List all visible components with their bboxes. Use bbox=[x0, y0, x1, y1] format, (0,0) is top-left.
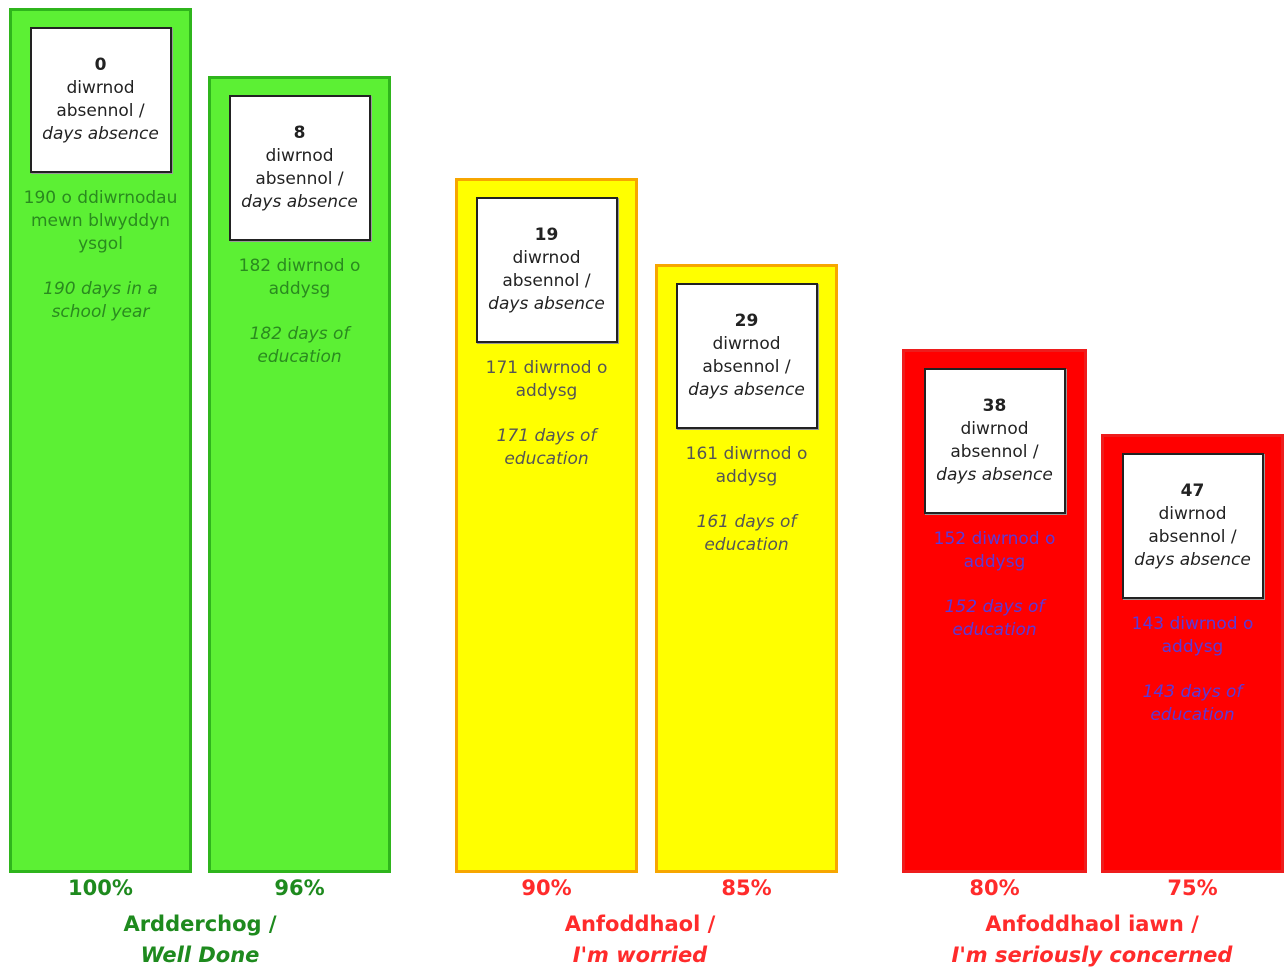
absence-days-value: 47 bbox=[1180, 481, 1205, 501]
category-label: Ardderchog / Well Done bbox=[20, 909, 380, 971]
absence-days-box: 8 diwrnod absennol / days absence bbox=[228, 95, 371, 241]
absence-days-line: 19 bbox=[478, 224, 616, 247]
category-label-en: I'm worried bbox=[572, 943, 708, 967]
category-label-cy: Ardderchog / bbox=[123, 912, 277, 936]
absence-label-en: days absence bbox=[241, 192, 358, 212]
absence-days-line: 8 bbox=[231, 122, 369, 145]
percent-label: 85% bbox=[721, 876, 772, 900]
education-label-cy: 161 diwrnod o addysg bbox=[685, 444, 808, 487]
education-days-text: 161 diwrnod o addysg 161 days of educatio… bbox=[669, 443, 824, 557]
absence-label-cy: diwrnod absennol / bbox=[1148, 504, 1237, 547]
education-days-text: 171 diwrnod o addysg 171 days of educatio… bbox=[469, 357, 624, 471]
category-label-cy: Anfoddhaol / bbox=[564, 912, 716, 936]
education-label-cy: 171 diwrnod o addysg bbox=[485, 358, 608, 401]
percent-label: 75% bbox=[1167, 876, 1218, 900]
percent-label: 100% bbox=[68, 876, 133, 900]
absence-label-en: days absence bbox=[1134, 550, 1251, 570]
category-label-en: I'm seriously concerned bbox=[951, 943, 1233, 967]
absence-label-cy: diwrnod absennol / bbox=[950, 419, 1039, 462]
education-days-text: 152 diwrnod o addysg 152 days of educatio… bbox=[916, 528, 1073, 642]
absence-days-box: 19 diwrnod absennol / days absence bbox=[475, 197, 618, 343]
absence-days-value: 8 bbox=[293, 123, 306, 143]
education-days-text: 190 o ddiwrnodau mewn blwyddyn ysgol 190 … bbox=[23, 187, 178, 324]
absence-label-en: days absence bbox=[688, 380, 805, 400]
absence-days-line: 29 bbox=[678, 310, 816, 333]
absence-days-box: 0 diwrnod absennol / days absence bbox=[29, 27, 172, 173]
absence-days-value: 19 bbox=[534, 225, 559, 245]
absence-label-cy: diwrnod absennol / bbox=[255, 146, 344, 189]
education-days-text: 143 diwrnod o addysg 143 days of educatio… bbox=[1115, 613, 1270, 727]
absence-label-cy: diwrnod absennol / bbox=[502, 248, 591, 291]
education-label-en: 182 days of education bbox=[249, 324, 350, 367]
percent-label: 80% bbox=[969, 876, 1020, 900]
absence-days-value: 0 bbox=[94, 55, 107, 75]
category-label: Anfoddhaol iawn / I'm seriously concerned bbox=[902, 909, 1282, 971]
absence-label-cy: diwrnod absennol / bbox=[702, 334, 791, 377]
education-label-cy: 152 diwrnod o addysg bbox=[933, 529, 1056, 572]
education-label-en: 190 days in a school year bbox=[43, 279, 158, 322]
absence-label-en: days absence bbox=[936, 465, 1053, 485]
education-label-en: 171 days of education bbox=[496, 426, 597, 469]
percent-label: 90% bbox=[521, 876, 572, 900]
absence-days-box: 47 diwrnod absennol / days absence bbox=[1121, 453, 1264, 599]
education-label-en: 161 days of education bbox=[696, 512, 797, 555]
absence-label-en: days absence bbox=[42, 124, 159, 144]
category-label-en: Well Done bbox=[140, 943, 260, 967]
absence-label-en: days absence bbox=[488, 294, 605, 314]
absence-days-value: 38 bbox=[982, 396, 1007, 416]
percent-label: 96% bbox=[274, 876, 325, 900]
absence-days-line: 38 bbox=[926, 395, 1064, 418]
absence-days-box: 38 diwrnod absennol / days absence bbox=[923, 368, 1066, 514]
education-label-cy: 182 diwrnod o addysg bbox=[238, 256, 361, 299]
education-label-en: 152 days of education bbox=[944, 597, 1045, 640]
category-label-cy: Anfoddhaol iawn / bbox=[985, 912, 1199, 936]
absence-days-line: 0 bbox=[32, 54, 170, 77]
absence-days-value: 29 bbox=[734, 311, 759, 331]
education-label-cy: 190 o ddiwrnodau mewn blwyddyn ysgol bbox=[23, 188, 178, 254]
education-days-text: 182 diwrnod o addysg 182 days of educatio… bbox=[222, 255, 377, 369]
absence-label-cy: diwrnod absennol / bbox=[56, 78, 145, 121]
education-label-cy: 143 diwrnod o addysg bbox=[1131, 614, 1254, 657]
education-label-en: 143 days of education bbox=[1142, 682, 1243, 725]
absence-days-line: 47 bbox=[1124, 480, 1262, 503]
category-label: Anfoddhaol / I'm worried bbox=[460, 909, 820, 971]
absence-days-box: 29 diwrnod absennol / days absence bbox=[675, 283, 818, 429]
